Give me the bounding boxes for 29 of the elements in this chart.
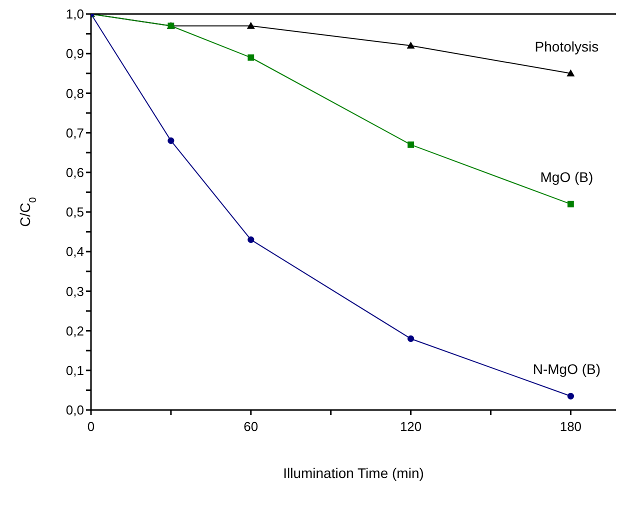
y-tick-label: 0,4	[66, 244, 84, 260]
y-tick-label: 0,2	[66, 323, 84, 338]
y-tick-label: 0,7	[66, 125, 84, 140]
y-tick-label: 0,6	[66, 165, 84, 180]
y-tick-label: 1,0	[66, 6, 84, 22]
point	[246, 22, 255, 29]
y-tick-label: 0,9	[66, 46, 84, 62]
series-label: N-MgO (B)	[532, 361, 601, 378]
x-tick-label: 0	[87, 419, 95, 434]
y-tick-label: 0,1	[66, 363, 84, 378]
x-tick-label: 60	[244, 419, 258, 434]
x-axis-title: Illumination Time (min)	[283, 465, 424, 481]
x-tick-label: 120	[400, 419, 422, 434]
point	[168, 137, 174, 144]
x-tick-label: 180	[560, 419, 582, 434]
point	[567, 200, 574, 208]
series-label: MgO (B)	[540, 169, 594, 186]
point	[566, 69, 575, 76]
point	[406, 42, 415, 49]
series-label: Photolysis	[534, 38, 599, 54]
point	[248, 236, 254, 244]
y-tick-label: 0,5	[66, 204, 84, 220]
point	[407, 335, 414, 342]
point	[408, 141, 414, 148]
y-tick-label: 0,0	[66, 402, 84, 418]
point	[567, 392, 574, 400]
y-tick-label: 0,3	[66, 284, 84, 299]
y-tick-label: 0,8	[66, 86, 84, 101]
point	[248, 54, 254, 61]
